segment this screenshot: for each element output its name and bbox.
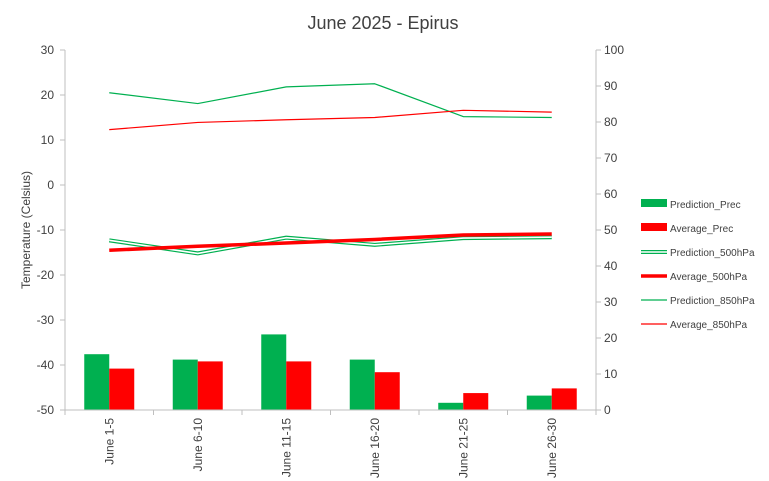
bar-prediction-prec-5 (526, 395, 552, 410)
x-tick-label: June 1-5 (102, 418, 116, 465)
y-tick-label: -30 (37, 313, 55, 327)
bar-average-prec-0 (109, 368, 135, 410)
y2-tick-label: 70 (604, 151, 618, 165)
y2-tick-label: 50 (604, 223, 618, 237)
legend-label: Average_500hPa (670, 272, 748, 283)
legend-item-prediction-850hpa: Prediction_850hPa (641, 296, 755, 307)
axes-layer: 3020100-10-20-30-40-50100908070605040302… (37, 43, 625, 478)
legend: Prediction_Prec Average_Prec Prediction_50… (641, 199, 755, 331)
y2-tick-label: 80 (604, 115, 618, 129)
bar-average-prec-2 (286, 361, 312, 410)
line-prediction-850hpa (109, 83, 552, 119)
x-tick-label: June 21-25 (456, 418, 470, 478)
legend-swatch (641, 199, 667, 207)
bar-average-prec-5 (551, 388, 577, 410)
y2-tick-label: 10 (604, 367, 618, 381)
bar-average-prec-3 (374, 372, 400, 410)
x-tick-label: June 16-20 (368, 418, 382, 478)
y-tick-label: 30 (41, 43, 55, 57)
legend-label: Average_Prec (670, 224, 733, 235)
y-tick-label: 0 (47, 178, 54, 192)
y2-tick-label: 30 (604, 295, 618, 309)
legend-item-average-prec: Average_Prec (641, 223, 733, 235)
chart-title: June 2025 - Epirus (307, 13, 458, 33)
legend-item-prediction-500hpa: Prediction_500hPa (641, 248, 755, 259)
legend-label: Prediction_500hPa (670, 248, 755, 259)
y2-tick-label: 20 (604, 331, 618, 345)
bar-prediction-prec-1 (172, 359, 198, 410)
y2-tick-label: 40 (604, 259, 618, 273)
y2-tick-label: 90 (604, 79, 618, 93)
bar-average-prec-1 (197, 361, 223, 410)
y-tick-label: 10 (41, 133, 55, 147)
line-average-500hpa (109, 232, 552, 252)
y-tick-label: -10 (37, 223, 55, 237)
bar-prediction-prec-4 (438, 402, 464, 410)
bars-layer (84, 334, 577, 410)
legend-label: Prediction_850hPa (670, 296, 755, 307)
x-tick-label: June 6-10 (191, 418, 205, 472)
y-tick-label: -40 (37, 358, 55, 372)
legend-item-prediction-prec: Prediction_Prec (641, 199, 741, 211)
legend-label: Prediction_Prec (670, 200, 741, 211)
y-tick-label: -50 (37, 403, 55, 417)
y-axis-label: Temperature (Celsius) (19, 171, 33, 289)
x-tick-label: June 11-15 (279, 418, 293, 477)
bar-prediction-prec-3 (349, 359, 375, 410)
bar-average-prec-4 (463, 393, 489, 410)
x-tick-label: June 26-30 (545, 418, 559, 478)
legend-item-average-500hpa: Average_500hPa (641, 272, 748, 283)
legend-swatch (641, 223, 667, 231)
bar-prediction-prec-0 (84, 354, 110, 410)
bar-prediction-prec-2 (261, 334, 287, 410)
y-tick-label: -20 (37, 268, 55, 282)
y-tick-label: 20 (41, 88, 55, 102)
y2-tick-label: 0 (604, 403, 611, 417)
lines-layer (108, 83, 552, 256)
legend-item-average-850hpa: Average_850hPa (641, 320, 748, 331)
line-average-850hpa (109, 109, 552, 131)
y2-tick-label: 60 (604, 187, 618, 201)
legend-label: Average_850hPa (670, 320, 748, 331)
y2-tick-label: 100 (604, 43, 624, 57)
